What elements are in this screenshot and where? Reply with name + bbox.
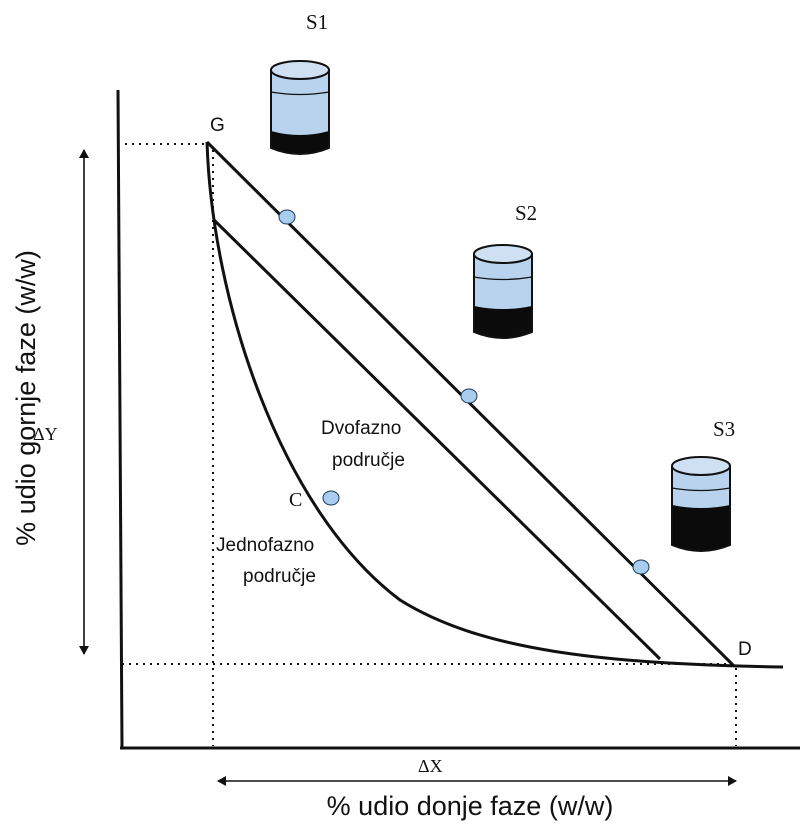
axes: [116, 89, 800, 750]
dotted-guides: [122, 143, 737, 746]
y-axis: [116, 89, 124, 749]
delta-arrows: [79, 149, 737, 786]
region-label-two-phase-line1: Dvofazno: [321, 418, 401, 439]
tie-line-upper: [205, 140, 736, 668]
tie-line-lower: [212, 218, 662, 661]
marker-s1: [278, 209, 296, 225]
point-label-d: D: [738, 639, 752, 660]
delta-y-label: ΔY: [33, 424, 58, 444]
vial-s1: [270, 60, 330, 155]
delta-x-label: ΔX: [418, 756, 443, 776]
vial-s2: [473, 244, 533, 339]
region-label-one-phase-line2: područje: [243, 566, 316, 587]
system-label-s2: S2: [515, 201, 537, 225]
point-label-c: C: [289, 489, 302, 511]
region-label-two-phase-line2: područje: [332, 450, 405, 471]
marker-c: [322, 490, 340, 506]
tie-lines: [205, 140, 736, 668]
region-label-one-phase-line1: Jednofazno: [216, 535, 314, 556]
marker-s3: [632, 559, 650, 575]
vial-s3: [671, 456, 731, 552]
marker-s2: [460, 388, 478, 404]
point-label-g: G: [210, 115, 225, 136]
y-axis-label: % udio gornje faze (w/w): [11, 250, 41, 546]
system-label-s3: S3: [713, 417, 735, 441]
binodal-curve: [205, 141, 784, 669]
x-axis-label: % udio donje faze (w/w): [327, 791, 614, 821]
composition-markers: [278, 209, 650, 575]
system-label-s1: S1: [306, 10, 328, 34]
